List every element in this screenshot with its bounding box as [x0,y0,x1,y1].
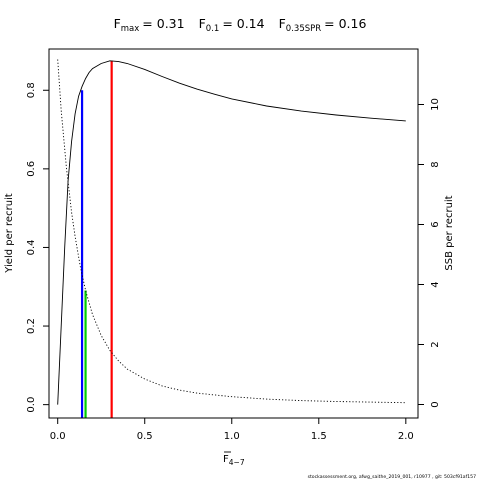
footer-note: stockassessment.org, afwg_saithe_2019_00… [308,474,476,480]
y-axis-left: 0.0 0.2 0.4 0.6 0.8 [26,82,50,413]
y2-tick-label: 8 [430,161,441,167]
x-tick-label: 0.5 [137,431,153,442]
title-value-0: = 0.31 [142,16,184,31]
y-axis-right: 0 2 4 6 8 10 [417,98,441,408]
y2-tick-label: 10 [430,98,441,111]
x-tick-label: 1.5 [311,431,327,442]
y-axis-label: Yield per recruit [4,193,15,274]
reference-lines [80,60,113,418]
y-tick-label: 0.0 [26,397,37,413]
title-label-2: F [279,16,286,31]
yield-per-recruit-line [57,60,406,405]
chart-title-text: Fmax = 0.31 F0.1 = 0.14 F0.35SPR = 0.16 [114,16,367,34]
x-axis-label-main: F [223,454,229,465]
y2-tick-label: 2 [430,341,441,347]
x-axis: 0.0 0.5 1.0 1.5 2.0 [50,417,414,442]
x-tick-label: 1.0 [224,431,240,442]
y-tick-label: 0.8 [26,82,37,98]
chart-title: Fmax = 0.31 F0.1 = 0.14 F0.35SPR = 0.16 [114,16,367,34]
title-value-1: = 0.14 [222,16,264,31]
y-tick-label: 0.2 [26,318,37,334]
title-value-2: = 0.16 [324,16,366,31]
series-layer [57,59,406,405]
x-tick-label: 2.0 [398,431,414,442]
x-axis-label-sub: 4−7 [229,458,245,467]
title-sub-0: max [121,24,140,34]
x-axis-label: F4−7 [223,451,245,467]
x-tick-label: 0.0 [50,431,66,442]
title-label-0: F [114,16,121,31]
y2-tick-label: 6 [430,221,441,227]
y2-tick-label: 4 [430,281,441,287]
ssb-per-recruit-line [57,59,406,404]
y2-tick-label: 0 [430,401,441,407]
y-tick-label: 0.6 [26,161,37,177]
title-sub-2: 0.35SPR [286,24,321,34]
svg-text:F4−7: F4−7 [223,454,245,467]
y-tick-label: 0.4 [26,239,37,255]
plot-frame [48,48,419,419]
y2-axis-label: SSB per recruit [444,195,455,270]
title-sub-1: 0.1 [206,24,220,34]
title-label-1: F [199,16,206,31]
